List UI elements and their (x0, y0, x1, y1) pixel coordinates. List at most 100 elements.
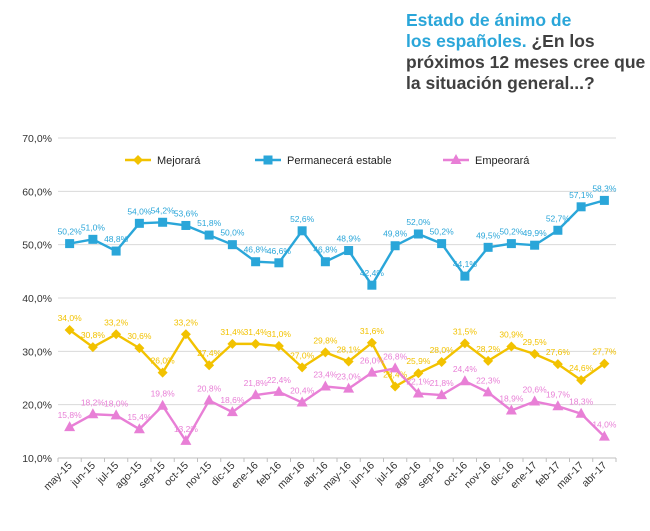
data-label: 48,8% (104, 234, 129, 244)
data-label: 50,2% (430, 227, 455, 237)
data-point (483, 242, 493, 252)
data-point (297, 362, 308, 373)
data-label: 30,8% (81, 330, 106, 340)
data-label: 30,9% (499, 330, 524, 340)
data-point (274, 258, 284, 268)
data-point (389, 362, 401, 373)
data-label: 52,0% (406, 217, 431, 227)
data-label: 18,9% (499, 394, 524, 404)
data-point (111, 246, 121, 256)
data-point (64, 421, 76, 432)
data-label: 49,9% (523, 228, 548, 238)
data-label: 23,4% (313, 370, 338, 380)
data-point (227, 240, 237, 250)
data-label: 51,0% (81, 222, 106, 232)
data-point (413, 368, 424, 379)
data-label: 27,4% (197, 348, 222, 358)
title-highlight-line2: los españoles. (406, 31, 527, 51)
data-point (552, 400, 564, 411)
x-tick-label: nov-16 (462, 460, 493, 491)
data-point (390, 241, 400, 251)
data-label: 57,1% (569, 190, 594, 200)
data-label: 13,2% (174, 424, 199, 434)
data-label: 50,2% (58, 227, 83, 237)
data-point (203, 394, 215, 405)
data-label: 18,6% (220, 395, 245, 405)
data-label: 14,0% (592, 420, 617, 430)
data-label: 23,0% (337, 372, 362, 382)
data-point (530, 240, 540, 250)
data-point (157, 399, 169, 410)
data-point (273, 341, 284, 351)
data-point (436, 389, 448, 400)
data-point (412, 387, 424, 398)
data-point (599, 358, 610, 369)
data-point (250, 338, 261, 349)
data-label: 23,4% (383, 370, 408, 380)
data-label: 22,1% (406, 376, 431, 386)
x-tick-label: ene-17 (508, 460, 540, 492)
data-point (296, 396, 308, 407)
data-point (413, 229, 423, 239)
data-point (88, 234, 98, 244)
data-label: 28,1% (337, 344, 362, 354)
data-point (250, 389, 262, 400)
x-tick-label: sep-15 (137, 460, 168, 491)
data-label: 18,0% (104, 398, 129, 408)
data-point (319, 380, 331, 391)
data-label: 50,2% (499, 227, 524, 237)
data-point (576, 375, 587, 386)
data-label: 26,0% (360, 356, 385, 366)
data-label: 53,6% (174, 208, 199, 218)
y-tick-label: 70,0% (22, 133, 52, 145)
data-label: 26,0% (151, 356, 176, 366)
data-point (134, 343, 145, 354)
data-label: 20,4% (290, 386, 315, 396)
data-label: 52,7% (546, 213, 571, 223)
data-label: 20,6% (523, 384, 548, 394)
data-label: 42,4% (360, 268, 385, 278)
data-label: 46,8% (313, 245, 338, 255)
data-point (343, 382, 355, 393)
data-point (134, 218, 144, 228)
data-label: 28,2% (476, 344, 501, 354)
title-question: ¿En los próximos 12 meses cree que la si… (406, 31, 646, 93)
data-label: 44,1% (453, 259, 478, 269)
data-point (273, 385, 285, 396)
data-point (575, 407, 587, 418)
data-point (64, 325, 75, 335)
data-label: 26,8% (383, 351, 408, 361)
data-point (483, 355, 494, 366)
data-point (157, 367, 168, 378)
data-point (320, 347, 331, 358)
data-point (87, 342, 98, 353)
data-label: 18,3% (569, 397, 594, 407)
data-label: 31,6% (360, 326, 385, 336)
data-point (436, 357, 447, 367)
data-point (367, 280, 377, 290)
data-label: 22,3% (476, 375, 501, 385)
data-label: 25,9% (406, 356, 431, 366)
data-point (553, 225, 563, 235)
data-point (506, 239, 516, 249)
data-label: 31,4% (220, 327, 245, 337)
data-label: 19,7% (546, 389, 571, 399)
data-label: 20,8% (197, 383, 222, 393)
data-point (529, 395, 541, 406)
data-point (180, 329, 191, 340)
data-point (482, 386, 494, 397)
legend-label: Permanecerá estable (287, 155, 392, 167)
data-label: 19,8% (151, 389, 176, 399)
legend-marker (450, 154, 462, 164)
data-label: 15,4% (127, 412, 152, 422)
data-point (459, 338, 470, 349)
data-point (297, 226, 307, 236)
data-label: 52,6% (290, 214, 315, 224)
legend-label: Empeorará (475, 155, 530, 167)
data-point (366, 366, 378, 377)
legend-label: Mejorará (157, 155, 201, 167)
data-label: 28,0% (430, 345, 455, 355)
data-point (529, 349, 540, 359)
data-label: 22,4% (267, 375, 292, 385)
